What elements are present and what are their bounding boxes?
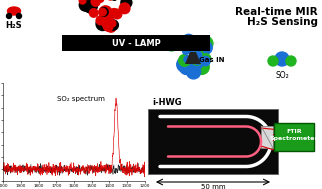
Text: Real-time MIR: Real-time MIR <box>235 7 318 17</box>
Circle shape <box>96 17 109 30</box>
Text: 50 mm: 50 mm <box>201 184 225 189</box>
Text: i-HWG: i-HWG <box>152 98 182 107</box>
Circle shape <box>184 56 191 63</box>
Text: FTIR
Spectrometer: FTIR Spectrometer <box>270 129 318 141</box>
Circle shape <box>195 60 209 74</box>
Circle shape <box>189 55 204 69</box>
Circle shape <box>193 55 202 64</box>
Circle shape <box>195 51 202 58</box>
Ellipse shape <box>7 7 21 15</box>
Polygon shape <box>62 35 220 51</box>
Bar <box>148 109 278 174</box>
Circle shape <box>182 34 195 48</box>
Circle shape <box>164 36 173 44</box>
Bar <box>62 35 210 51</box>
Text: H₂S: H₂S <box>6 21 22 30</box>
Circle shape <box>112 9 122 19</box>
Circle shape <box>191 53 203 65</box>
Circle shape <box>183 47 190 54</box>
Circle shape <box>99 8 108 16</box>
Circle shape <box>169 42 177 50</box>
Text: H₂S Sensing: H₂S Sensing <box>247 17 318 27</box>
Circle shape <box>268 56 278 66</box>
Circle shape <box>99 8 106 16</box>
Circle shape <box>6 13 12 19</box>
Circle shape <box>105 21 112 28</box>
Circle shape <box>97 0 104 2</box>
Circle shape <box>110 11 117 18</box>
Text: SO₂: SO₂ <box>275 71 289 80</box>
Circle shape <box>182 60 197 74</box>
Circle shape <box>191 49 204 61</box>
Circle shape <box>194 43 209 58</box>
Circle shape <box>190 48 199 56</box>
Circle shape <box>96 16 105 25</box>
Circle shape <box>193 42 199 49</box>
Text: SO₂ spectrum: SO₂ spectrum <box>57 96 105 102</box>
Circle shape <box>110 9 118 17</box>
Bar <box>261 126 273 148</box>
Circle shape <box>186 62 201 77</box>
Circle shape <box>109 20 116 27</box>
Text: Gas IN: Gas IN <box>199 57 224 63</box>
Circle shape <box>179 54 190 66</box>
Circle shape <box>91 0 100 6</box>
Circle shape <box>102 16 115 29</box>
Circle shape <box>186 65 201 79</box>
Circle shape <box>99 14 112 27</box>
Circle shape <box>121 0 132 8</box>
Circle shape <box>90 9 98 17</box>
Circle shape <box>286 56 296 66</box>
Circle shape <box>180 62 192 74</box>
Circle shape <box>165 38 178 51</box>
Circle shape <box>84 0 97 13</box>
Circle shape <box>102 18 112 28</box>
Circle shape <box>201 54 211 64</box>
Circle shape <box>194 36 208 51</box>
Circle shape <box>101 10 111 20</box>
Circle shape <box>275 52 289 66</box>
Circle shape <box>188 47 195 54</box>
Circle shape <box>119 3 130 14</box>
Circle shape <box>99 6 112 19</box>
Circle shape <box>103 22 113 31</box>
Circle shape <box>198 36 213 51</box>
Circle shape <box>79 0 86 4</box>
Circle shape <box>201 56 210 66</box>
Circle shape <box>79 0 92 11</box>
Polygon shape <box>185 52 201 64</box>
Circle shape <box>177 57 192 72</box>
Circle shape <box>198 42 204 48</box>
Bar <box>274 123 314 151</box>
Circle shape <box>108 20 118 30</box>
Circle shape <box>106 22 116 32</box>
Circle shape <box>199 41 212 54</box>
Circle shape <box>16 13 22 19</box>
Text: UV - LAMP: UV - LAMP <box>112 39 160 47</box>
